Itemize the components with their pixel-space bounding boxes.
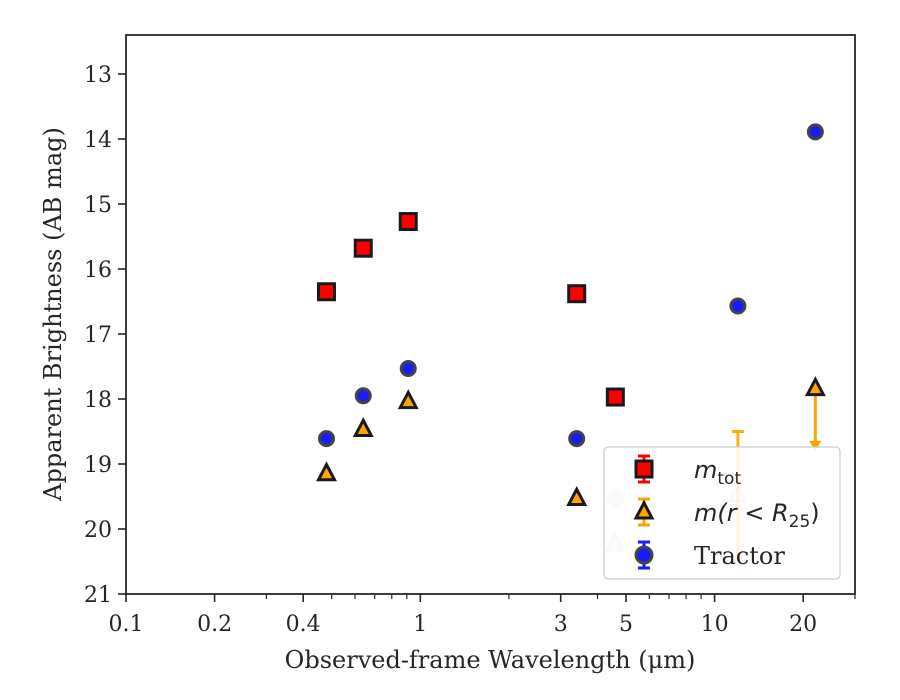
triangle-marker bbox=[804, 376, 826, 397]
legend-triangle-marker bbox=[633, 499, 655, 520]
x-axis-title: Observed-frame Wavelength (μm) bbox=[285, 646, 696, 674]
circle-marker bbox=[317, 430, 335, 448]
y-axis: 13 14 15 16 17 18 19 20 21 bbox=[84, 63, 126, 608]
x-tick-label: 3 bbox=[554, 612, 568, 637]
y-tick-label: 17 bbox=[84, 323, 112, 348]
triangle-marker bbox=[316, 461, 337, 482]
plot-area bbox=[125, 34, 856, 595]
y-tick-label: 20 bbox=[84, 518, 112, 543]
legend-label: Tractor bbox=[694, 542, 785, 570]
x-tick-label: 5 bbox=[619, 612, 633, 637]
square-marker bbox=[316, 282, 336, 302]
legend-entry-m_tot: mtot bbox=[634, 454, 741, 489]
square-marker bbox=[353, 238, 373, 258]
square-marker bbox=[398, 212, 418, 232]
plot-frame bbox=[125, 34, 856, 595]
x-tick-label: 1 bbox=[413, 612, 427, 637]
y-tick-label: 15 bbox=[84, 193, 112, 218]
square-marker bbox=[567, 284, 587, 304]
legend-square-marker bbox=[634, 459, 654, 479]
circle-marker bbox=[354, 387, 372, 405]
x-tick-label: 0.1 bbox=[109, 612, 144, 637]
legend-box bbox=[603, 446, 841, 580]
y-tick-label: 19 bbox=[84, 453, 112, 478]
y-axis-title: Apparent Brightness (AB mag) bbox=[39, 127, 67, 502]
triangle-marker bbox=[397, 389, 419, 410]
x-tick-label: 20 bbox=[789, 612, 817, 637]
x-tick-label: 0.2 bbox=[197, 612, 232, 637]
circle-marker bbox=[729, 297, 747, 315]
series-m_tot bbox=[316, 212, 625, 407]
y-tick-label: 18 bbox=[84, 388, 112, 413]
legend-label: mtot bbox=[694, 456, 741, 489]
x-tick-label: 10 bbox=[701, 612, 729, 637]
legend: mtot m(r < R25) Tractor bbox=[603, 446, 841, 580]
legend-entry-tractor: Tractor bbox=[634, 540, 785, 570]
triangle-marker bbox=[352, 417, 374, 438]
x-axis: 0.1 0.2 0.4 1 3 5 10 20 bbox=[109, 594, 856, 637]
triangle-marker bbox=[566, 486, 588, 506]
legend-circle-marker bbox=[634, 545, 654, 565]
x-tick-label: 0.4 bbox=[286, 612, 321, 637]
circle-marker bbox=[568, 430, 586, 448]
y-tick-label: 21 bbox=[84, 583, 112, 608]
y-tick-label: 16 bbox=[84, 258, 112, 283]
series-tractor bbox=[317, 123, 824, 507]
y-tick-label: 14 bbox=[84, 128, 112, 153]
legend-label: m(r < R25) bbox=[694, 499, 820, 532]
circle-marker bbox=[806, 123, 824, 141]
square-marker bbox=[605, 387, 625, 407]
upper-limit-arrow bbox=[809, 441, 822, 451]
y-tick-label: 13 bbox=[84, 63, 112, 88]
legend-entry-m_r25: m(r < R25) bbox=[633, 497, 820, 532]
circle-marker bbox=[399, 359, 417, 377]
